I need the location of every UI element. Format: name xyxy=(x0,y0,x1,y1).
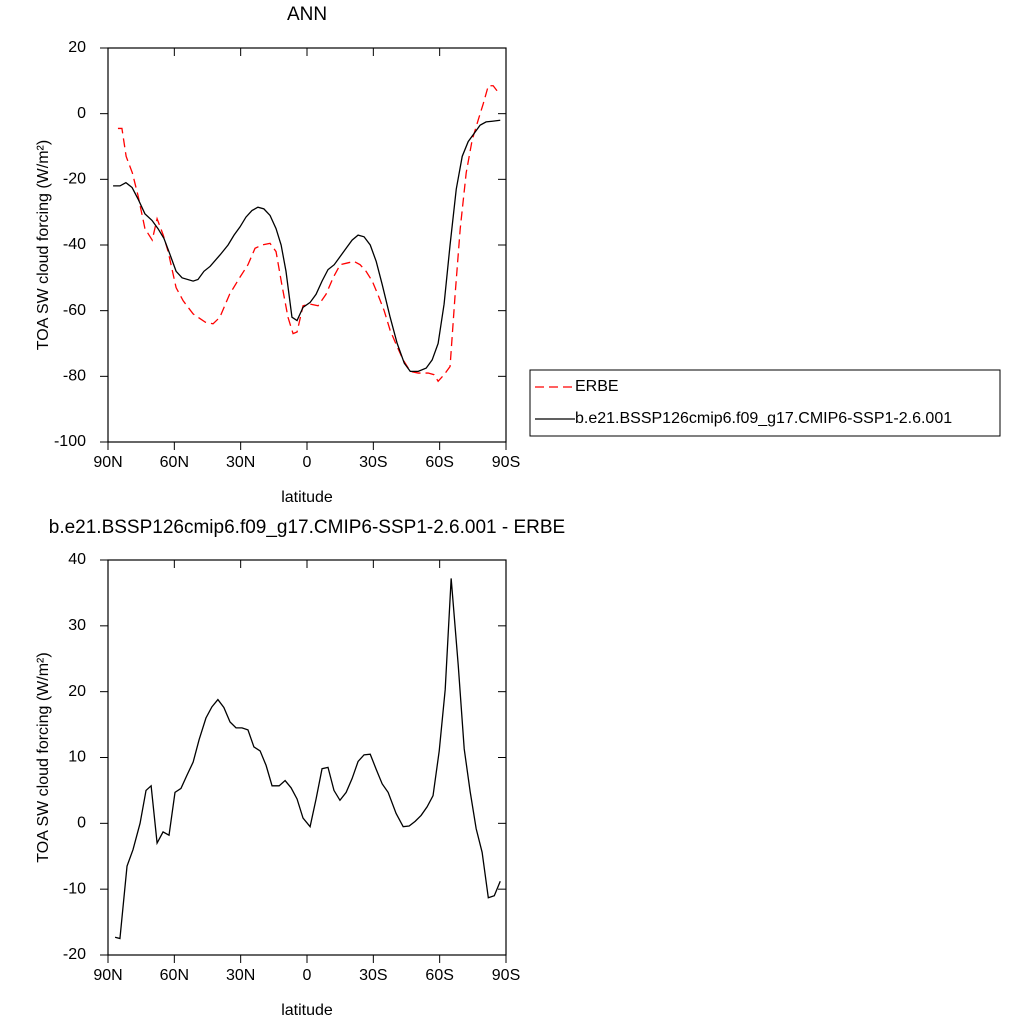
y-axis-label: TOA SW cloud forcing (W/m²) xyxy=(35,652,52,862)
data-line xyxy=(113,119,501,373)
x-axis-label: latitude xyxy=(281,489,333,506)
plot-frame xyxy=(107,559,507,956)
y-tick-label: -20 xyxy=(63,946,86,963)
y-tick-label: -100 xyxy=(54,433,86,450)
legend-label: ERBE xyxy=(575,378,619,395)
x-tick-label: 60N xyxy=(160,454,189,471)
y-tick-label: 0 xyxy=(77,105,86,122)
data-line xyxy=(117,85,499,383)
legend-box xyxy=(529,369,1001,437)
x-tick-label: 0 xyxy=(303,967,312,984)
plot-frame xyxy=(107,47,507,443)
legend-label: b.e21.BSSP126cmip6.f09_g17.CMIP6-SSP1-2.… xyxy=(575,410,952,427)
x-tick-label: 30S xyxy=(359,454,387,471)
x-tick-label: 30N xyxy=(226,967,255,984)
chart-title: b.e21.BSSP126cmip6.f09_g17.CMIP6-SSP1-2.… xyxy=(49,517,565,538)
x-axis-label: latitude xyxy=(281,1002,333,1019)
y-tick-label: 20 xyxy=(68,683,86,700)
x-tick-label: 60N xyxy=(160,967,189,984)
x-tick-label: 30S xyxy=(359,967,387,984)
y-tick-label: 40 xyxy=(68,551,86,568)
x-tick-label: 90N xyxy=(93,967,122,984)
x-tick-label: 60S xyxy=(425,967,453,984)
y-tick-label: -60 xyxy=(63,302,86,319)
chart-title: ANN xyxy=(287,4,327,25)
x-tick-label: 0 xyxy=(303,454,312,471)
y-tick-label: 10 xyxy=(68,749,86,766)
y-tick-label: 0 xyxy=(77,815,86,832)
y-tick-label: -10 xyxy=(63,880,86,897)
y-tick-label: 30 xyxy=(68,617,86,634)
x-tick-label: 90S xyxy=(492,967,520,984)
x-tick-label: 30N xyxy=(226,454,255,471)
y-tick-label: -20 xyxy=(63,171,86,188)
data-line xyxy=(114,578,501,940)
x-tick-label: 90S xyxy=(492,454,520,471)
y-axis-label: TOA SW cloud forcing (W/m²) xyxy=(35,140,52,350)
y-tick-label: 20 xyxy=(68,39,86,56)
x-tick-label: 90N xyxy=(93,454,122,471)
y-tick-label: -40 xyxy=(63,236,86,253)
y-tick-label: -80 xyxy=(63,368,86,385)
x-tick-label: 60S xyxy=(425,454,453,471)
